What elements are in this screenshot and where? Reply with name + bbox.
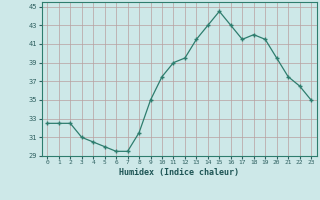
X-axis label: Humidex (Indice chaleur): Humidex (Indice chaleur) [119,168,239,177]
